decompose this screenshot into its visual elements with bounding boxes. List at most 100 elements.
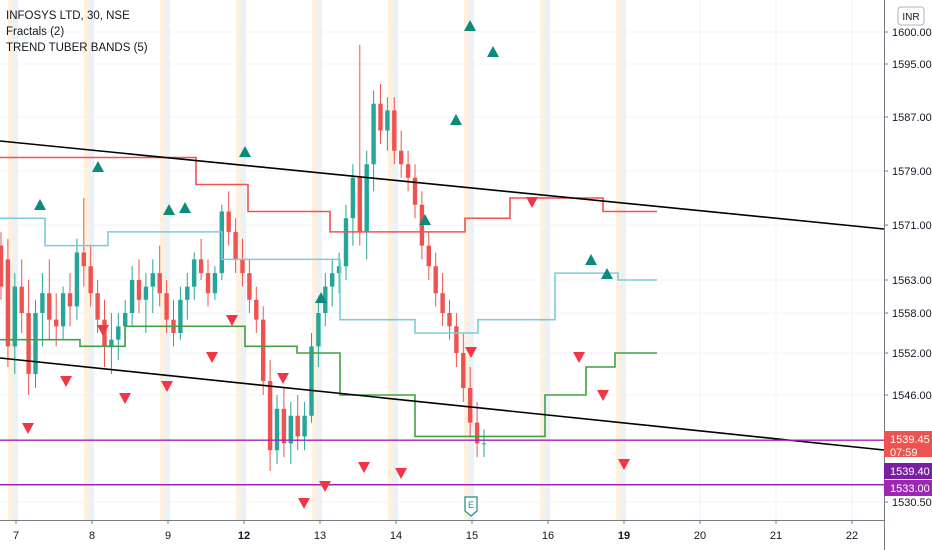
price-tick-label: 1563.00 [892, 275, 932, 287]
currency-label: INR [902, 12, 919, 23]
time-tick-label: 16 [542, 530, 554, 542]
last-price-tag-text: 07:59 [890, 447, 918, 459]
price-tick-label: 1571.00 [892, 220, 932, 232]
candle-body [254, 299, 259, 320]
candle [295, 395, 300, 451]
fractal-down-icon [161, 381, 173, 392]
candle-body [60, 293, 66, 327]
fractal-down-icon [206, 352, 218, 363]
candle-body [19, 286, 24, 313]
fractal-up-icon [601, 268, 613, 279]
fractal-up-icon [92, 161, 104, 172]
candle [288, 401, 293, 465]
candle [116, 313, 121, 360]
candle-body [399, 150, 404, 165]
candle-body [330, 273, 335, 287]
candle-body [12, 286, 17, 347]
candle-body [468, 388, 473, 423]
candle [405, 150, 411, 192]
candle [316, 299, 321, 367]
price-tick-label: 1579.00 [892, 166, 932, 178]
fractal-down-icon [97, 325, 109, 336]
candle [26, 280, 31, 395]
candle [205, 259, 211, 307]
time-axis-bg [0, 520, 884, 550]
candle-body [198, 259, 204, 274]
candle [440, 273, 445, 327]
candle-body [205, 273, 211, 294]
candle [254, 286, 259, 333]
price-tick-label: 1595.00 [892, 59, 932, 71]
candle-body [233, 231, 238, 260]
fractal-down-icon [22, 423, 34, 434]
candle [192, 252, 197, 300]
candle-body [295, 415, 300, 437]
candle-body [47, 293, 52, 320]
band-upper-line [0, 156, 657, 233]
time-tick-label: 15 [466, 530, 478, 542]
candle [81, 198, 86, 287]
currency-box [897, 6, 925, 26]
candle [212, 266, 218, 300]
candle [247, 259, 252, 313]
candle-body [288, 415, 293, 444]
candle-body [226, 211, 231, 232]
fractal-up-icon [487, 46, 499, 57]
candle [143, 273, 149, 333]
time-tick-label: 19 [618, 530, 630, 542]
candle-body [316, 313, 321, 347]
session-band-post [84, 0, 89, 520]
candle [481, 429, 487, 458]
candle-body [454, 326, 459, 353]
candle [136, 259, 142, 313]
candle-body [67, 293, 73, 307]
fractal-up-icon [450, 114, 462, 125]
candle-body [178, 299, 183, 333]
fractal-up-icon [179, 202, 191, 213]
time-tick-label: 22 [846, 530, 858, 542]
candle [47, 259, 52, 340]
price-tick-label: 1587.00 [892, 112, 932, 124]
candle [371, 90, 376, 192]
candle-body [343, 218, 349, 267]
candle [330, 259, 335, 307]
candle [378, 83, 383, 144]
candle-body [261, 319, 266, 381]
earnings-marker: E [464, 496, 478, 517]
earnings-label: E [468, 500, 474, 510]
candle [60, 286, 66, 340]
fractal-down-icon [298, 498, 310, 509]
trendline-upper [0, 140, 885, 230]
session-band-post [388, 0, 393, 520]
trend-tuber-bands-label[interactable]: TREND TUBER BANDS (5) [6, 42, 148, 54]
candle-body [33, 313, 38, 374]
time-tick-label: 14 [390, 530, 402, 542]
candle-body [267, 381, 273, 451]
fractal-up-icon [163, 204, 175, 215]
candle [67, 273, 73, 327]
candle-body [281, 408, 287, 444]
fractal-up-icon [585, 254, 597, 265]
fractal-down-icon [119, 393, 131, 404]
session-band-post [8, 0, 13, 520]
time-tick-label: 13 [314, 530, 326, 542]
candle-body [405, 164, 411, 178]
candle [198, 238, 204, 280]
fractals-indicator-label[interactable]: Fractals (2) [6, 26, 65, 38]
fractal-down-icon [319, 481, 331, 492]
fractal-down-icon [358, 462, 370, 473]
symbol-title[interactable]: INFOSYS LTD, 30, NSE [6, 10, 130, 22]
band-lower-line [0, 325, 657, 438]
fractal-down-icon [395, 468, 407, 479]
fractal-up-icon [419, 214, 431, 225]
fractal-up-icon [34, 199, 46, 210]
candle-body [116, 326, 121, 340]
candle-body [433, 266, 438, 294]
candle [40, 273, 45, 347]
candles [0, 44, 487, 471]
candle-body [54, 319, 59, 327]
time-tick-label: 9 [165, 530, 171, 542]
fractal-down-icon [226, 315, 238, 326]
